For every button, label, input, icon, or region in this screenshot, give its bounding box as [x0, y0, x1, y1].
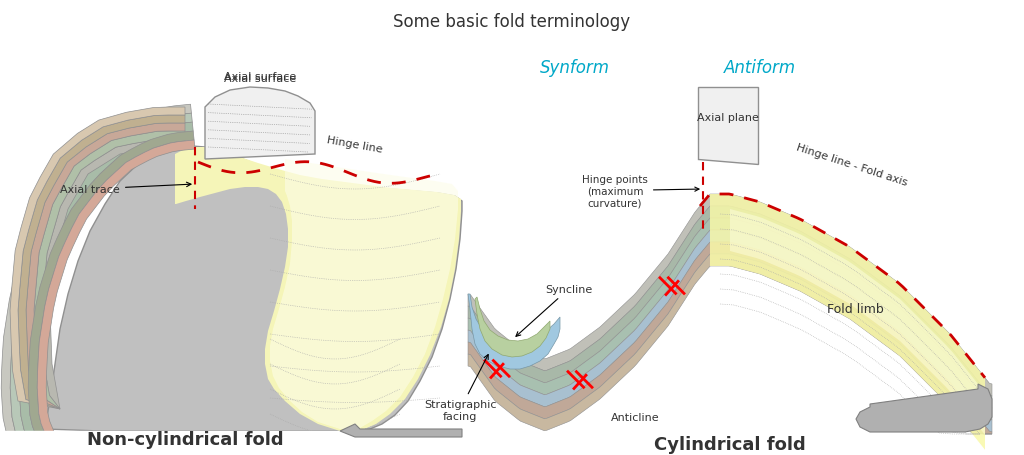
- Polygon shape: [0, 431, 480, 455]
- Polygon shape: [340, 424, 462, 437]
- Polygon shape: [468, 243, 992, 434]
- Text: Fold limb: Fold limb: [826, 303, 884, 316]
- Polygon shape: [468, 294, 560, 369]
- Polygon shape: [205, 88, 315, 160]
- Polygon shape: [730, 210, 985, 435]
- Polygon shape: [26, 124, 185, 409]
- Polygon shape: [475, 298, 550, 357]
- Polygon shape: [468, 207, 992, 408]
- Text: Anticline: Anticline: [610, 412, 659, 422]
- Polygon shape: [19, 123, 194, 444]
- Polygon shape: [29, 132, 195, 441]
- Polygon shape: [698, 88, 758, 165]
- Polygon shape: [270, 160, 458, 429]
- Polygon shape: [856, 384, 992, 432]
- Polygon shape: [175, 148, 461, 431]
- Text: Axial plane: Axial plane: [697, 113, 759, 123]
- Text: Stratigraphic
facing: Stratigraphic facing: [424, 355, 497, 421]
- Text: Non-cylindrical fold: Non-cylindrical fold: [87, 430, 284, 448]
- Text: Cylindrical fold: Cylindrical fold: [654, 435, 806, 453]
- Text: Synform: Synform: [540, 59, 610, 77]
- Polygon shape: [45, 147, 462, 431]
- Text: Hinge line: Hinge line: [327, 135, 384, 155]
- Text: Axial surface: Axial surface: [224, 72, 296, 82]
- Polygon shape: [42, 140, 185, 409]
- Text: Hinge points
(maximum
curvature): Hinge points (maximum curvature): [582, 175, 699, 208]
- Polygon shape: [18, 116, 185, 409]
- Text: Antiform: Antiform: [724, 59, 796, 77]
- Text: Axial surface: Axial surface: [224, 74, 296, 84]
- Text: Syncline: Syncline: [516, 284, 592, 337]
- Polygon shape: [34, 131, 185, 409]
- Polygon shape: [710, 195, 985, 450]
- Polygon shape: [468, 231, 992, 432]
- Text: Axial trace: Axial trace: [60, 183, 191, 195]
- Polygon shape: [468, 218, 992, 420]
- Polygon shape: [37, 141, 195, 437]
- Text: Some basic fold terminology: Some basic fold terminology: [393, 13, 631, 31]
- Polygon shape: [1, 105, 191, 451]
- Polygon shape: [468, 195, 992, 396]
- Polygon shape: [10, 108, 185, 409]
- Text: Hinge line - Fold axis: Hinge line - Fold axis: [796, 142, 909, 187]
- Polygon shape: [468, 254, 992, 434]
- Polygon shape: [10, 114, 193, 448]
